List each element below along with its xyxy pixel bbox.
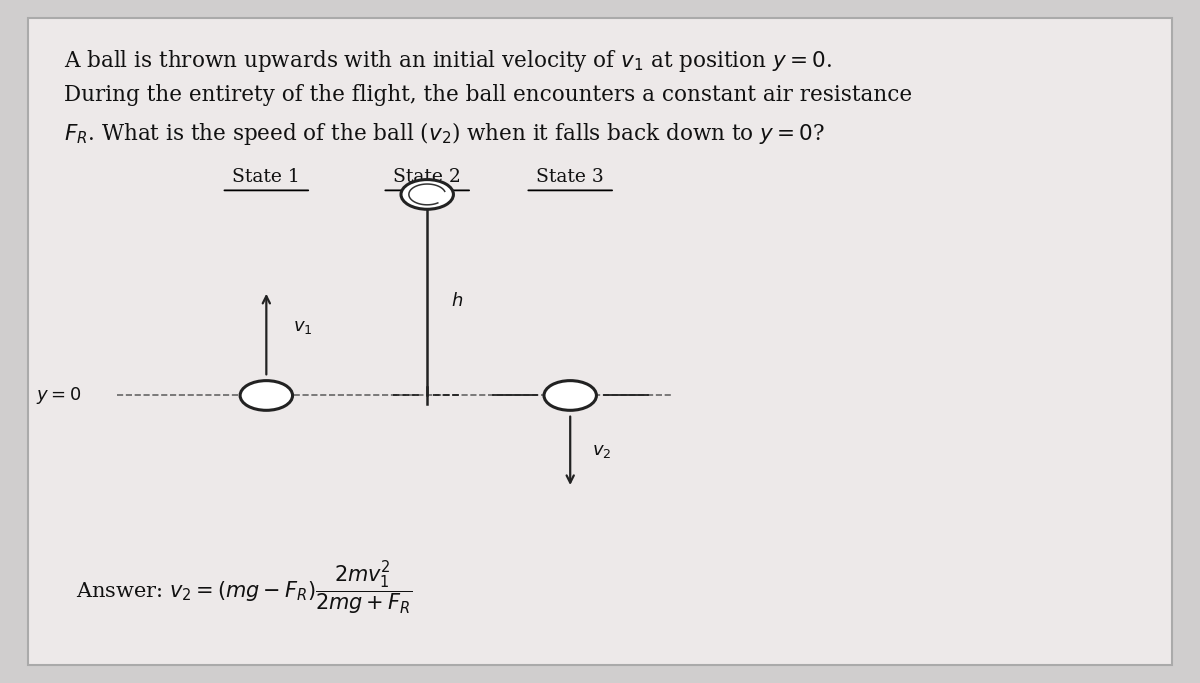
FancyBboxPatch shape xyxy=(28,18,1172,665)
Text: $h$: $h$ xyxy=(451,292,463,310)
Text: $F_R$. What is the speed of the ball ($v_2$) when it falls back down to $y = 0$?: $F_R$. What is the speed of the ball ($v… xyxy=(64,120,824,148)
Text: A ball is thrown upwards with an initial velocity of $v_1$ at position $y = 0$.: A ball is thrown upwards with an initial… xyxy=(64,48,832,74)
Text: State 3: State 3 xyxy=(536,168,604,186)
Text: $v_2$: $v_2$ xyxy=(592,442,611,460)
Text: During the entirety of the flight, the ball encounters a constant air resistance: During the entirety of the flight, the b… xyxy=(64,84,912,106)
Circle shape xyxy=(401,180,454,209)
Text: State 1: State 1 xyxy=(233,168,300,186)
Text: Answer: $v_2 = (mg - F_R)\dfrac{2mv_1^2}{2mg+F_R}$: Answer: $v_2 = (mg - F_R)\dfrac{2mv_1^2}… xyxy=(76,559,412,617)
Circle shape xyxy=(240,380,293,410)
Circle shape xyxy=(544,380,596,410)
Text: State 2: State 2 xyxy=(394,168,461,186)
Text: $v_1$: $v_1$ xyxy=(293,318,312,336)
Text: $y = 0$: $y = 0$ xyxy=(36,385,82,406)
